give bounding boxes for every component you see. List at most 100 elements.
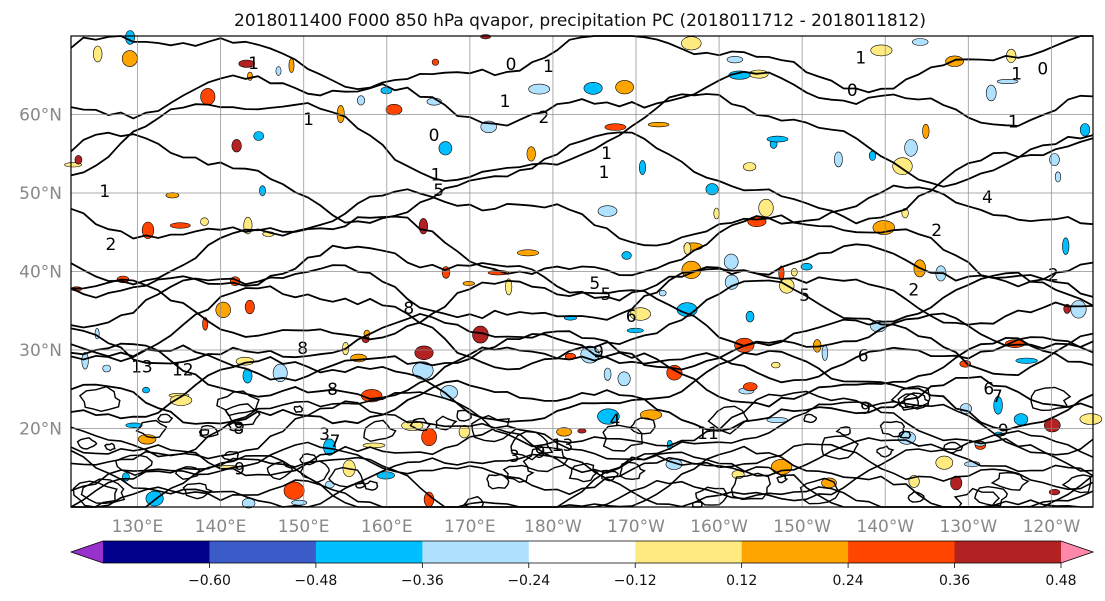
contour-label: 1 xyxy=(601,144,612,164)
contour-line xyxy=(70,441,1094,496)
contour-line xyxy=(70,400,1094,474)
contour-label: 3 xyxy=(509,447,520,467)
precip-blob xyxy=(603,367,612,381)
precip-blob xyxy=(275,66,282,76)
precip-blob xyxy=(629,307,651,321)
precip-blob xyxy=(766,135,789,143)
x-tick-label: 120°W xyxy=(1023,517,1081,537)
contour-label: 1 xyxy=(431,166,442,186)
precip-blob xyxy=(200,217,209,226)
precip-blob xyxy=(215,301,231,319)
contour-label: 7 xyxy=(992,387,1003,407)
precip-blob xyxy=(1054,171,1062,183)
contour-label: 11 xyxy=(697,424,719,444)
precip-blob xyxy=(458,425,470,439)
contour-label: 8 xyxy=(297,339,308,359)
contour-cell xyxy=(601,469,619,482)
precip-blob xyxy=(626,327,644,334)
precip-blob xyxy=(526,146,536,162)
contour-cell xyxy=(409,417,432,432)
contour-cell xyxy=(695,486,728,506)
precip-blob xyxy=(556,427,572,437)
precip-blob xyxy=(658,289,667,297)
contour-cell xyxy=(1030,386,1072,412)
precip-blob xyxy=(122,472,130,482)
contour-label: 9 xyxy=(535,443,546,463)
precip-blob xyxy=(1015,357,1038,364)
contour-label: 0 xyxy=(506,55,517,75)
precip-blob xyxy=(142,386,150,394)
contour-label: 13 xyxy=(552,436,574,456)
precip-blob xyxy=(742,162,757,172)
contour-label: 4 xyxy=(982,188,993,208)
contour-label: 0 xyxy=(429,126,440,146)
precip-blob xyxy=(766,416,788,423)
contour-cell xyxy=(103,442,116,452)
colorbar-segment xyxy=(315,541,423,563)
contour-cell xyxy=(903,392,930,410)
contour-cell xyxy=(199,424,219,439)
chart-title: 2018011400 F000 850 hPa qvapor, precipit… xyxy=(234,11,926,31)
x-axis-ticks: 130°E 140°E 150°E 160°E 170°E 180°W 170°W 160°W… xyxy=(112,517,1081,537)
precip-blob xyxy=(993,396,1003,415)
contour-label: 9 xyxy=(234,460,245,480)
contour-cell xyxy=(619,461,646,481)
contour-cell xyxy=(114,454,153,476)
contour-cell xyxy=(821,435,859,460)
colorbar-tick-label: −0.48 xyxy=(294,573,337,589)
contour-cell xyxy=(471,414,518,443)
x-tick-label: 170°E xyxy=(444,517,496,537)
precip-blob xyxy=(705,183,719,196)
precip-blob xyxy=(647,121,670,128)
contour-cell xyxy=(876,445,895,458)
x-tick-label: 130°W xyxy=(939,517,997,537)
colorbar-tick-label: 0.48 xyxy=(1045,573,1076,589)
contour-label: 7 xyxy=(330,432,341,452)
precip-blob xyxy=(291,499,308,506)
contour-label: 2 xyxy=(908,281,919,301)
contour-cell xyxy=(227,421,244,432)
precip-blob xyxy=(743,382,758,392)
precip-blob xyxy=(911,38,929,46)
y-tick-label: 50°N xyxy=(19,184,62,204)
colorbar-segment xyxy=(528,541,636,563)
precip-blob xyxy=(758,198,774,218)
contour-label: 8 xyxy=(327,380,338,400)
colorbar-tick-label: 0.24 xyxy=(833,573,864,589)
contour-cell xyxy=(266,460,294,481)
precip-blob xyxy=(480,34,491,40)
contour-cell xyxy=(199,429,210,437)
contour-cell xyxy=(456,409,472,422)
contour-label: 3 xyxy=(319,425,330,445)
contour-label: 2 xyxy=(931,221,942,241)
contour-label: 1 xyxy=(99,182,110,202)
contour-cell xyxy=(157,413,174,424)
contour-cell xyxy=(1061,474,1092,494)
precip-blob xyxy=(438,141,453,156)
x-tick-label: 130°E xyxy=(112,517,164,537)
contour-label: 1 xyxy=(599,163,610,183)
y-tick-label: 40°N xyxy=(19,263,62,283)
colorbar-segment xyxy=(741,541,849,563)
contour-label: 2 xyxy=(105,235,116,255)
contour-cell xyxy=(299,453,318,466)
precip-blob xyxy=(259,185,266,197)
precip-blob xyxy=(169,394,193,406)
colorbar-segment xyxy=(209,541,317,563)
contour-line xyxy=(70,93,1094,188)
precip-blob xyxy=(985,84,997,102)
contour-label: 1 xyxy=(1011,64,1022,84)
contour-label: 5 xyxy=(600,285,611,305)
contour-label: 6 xyxy=(983,380,994,400)
precip-blob xyxy=(745,310,755,323)
x-tick-label: 180°W xyxy=(524,517,582,537)
contour-label: 5 xyxy=(589,274,600,294)
precip-blob xyxy=(713,207,720,220)
contour-line xyxy=(70,425,1094,477)
colorbar-tick-label: 0.36 xyxy=(939,573,970,589)
map-panel: 5194490019121571350622211227831518981863… xyxy=(64,30,1103,509)
colorbar-tick-label: −0.24 xyxy=(507,573,550,589)
precip-blob xyxy=(418,218,429,235)
precip-blob xyxy=(81,352,89,370)
precip-blob xyxy=(356,95,365,106)
